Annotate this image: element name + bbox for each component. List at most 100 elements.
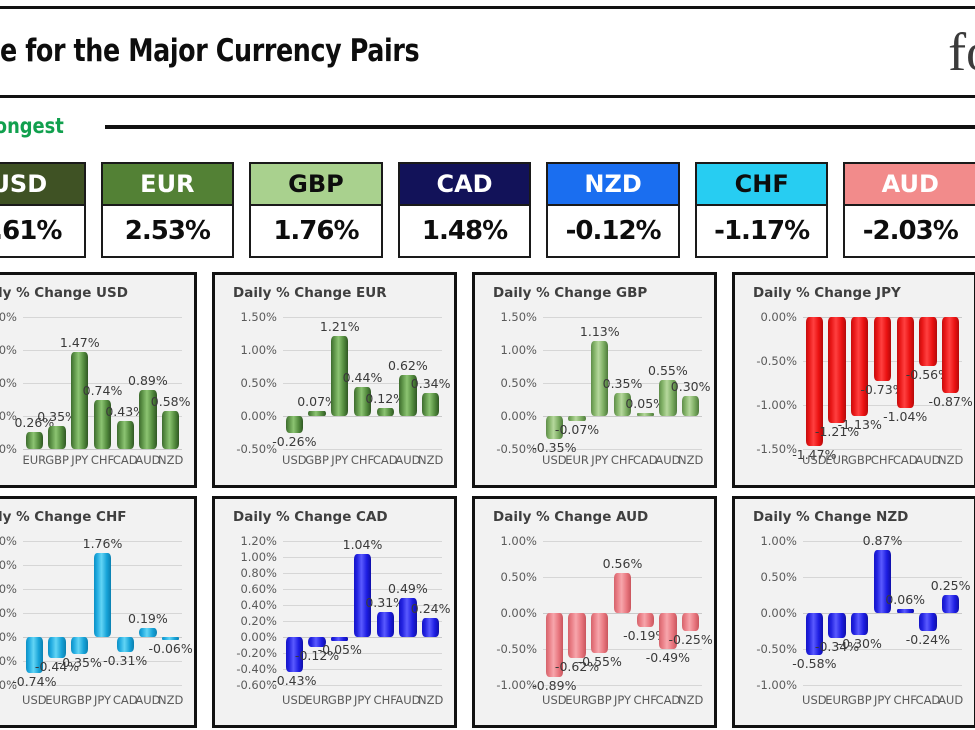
chart-bar[interactable] [377,408,394,416]
currency-card-nzd[interactable]: NZD-0.12% [546,162,680,268]
chart-bar-slot[interactable]: 0.87% [871,527,894,711]
chart-bar-slot[interactable]: -0.43% [283,527,306,711]
chart-bar-slot[interactable]: -0.24% [917,527,940,711]
chart-bar-slot[interactable]: 0.05% [634,303,657,471]
chart-bar-slot[interactable]: -0.05% [328,527,351,711]
chart-bar-slot[interactable]: 0.31% [374,527,397,711]
chart-title: Daily % Change CAD [233,509,446,525]
chart-bar[interactable] [26,432,43,449]
chart-bar-slot[interactable]: -0.56% [917,303,940,471]
chart-bar-slot[interactable]: 1.04% [351,527,374,711]
chart-title: Daily % Change JPY [753,285,966,301]
chart-bar-slot[interactable]: 0.25% [939,527,962,711]
chart-bar-slot[interactable]: -0.58% [803,527,826,711]
chart-panel-eur: Daily % Change EUR-0.50%0.00%0.50%1.00%1… [212,272,457,488]
chart-bar[interactable] [682,613,699,631]
chart-bar-slot[interactable]: 0.56% [611,527,634,711]
chart-x-tick: GBP [848,453,872,467]
currency-card-eur[interactable]: EUR2.53% [101,162,235,268]
chart-bar-slot[interactable]: 0.06% [894,527,917,711]
chart-bar-slot[interactable]: -1.47% [803,303,826,471]
chart-bar-slot[interactable]: 0.30% [679,303,702,471]
chart-bar[interactable] [162,411,179,449]
chart-bar-slot[interactable]: 1.21% [328,303,351,471]
chart-bar-slot[interactable]: 0.74% [91,303,114,471]
chart-bar-slot[interactable]: -0.87% [939,303,962,471]
chart-bar-slot[interactable]: -0.25% [679,527,702,711]
chart-bar[interactable] [828,317,845,423]
chart-bar[interactable] [162,637,179,640]
chart-bar[interactable] [614,573,631,613]
chart-bar[interactable] [851,317,868,416]
chart-bar[interactable] [874,317,891,381]
chart-bar[interactable] [48,426,65,449]
chart-bar[interactable] [422,618,439,637]
chart-bar[interactable] [897,317,914,408]
chart-bar[interactable] [919,317,936,366]
chart-bar[interactable] [139,628,156,637]
chart-bar-slot[interactable]: -0.73% [871,303,894,471]
currency-card-chf[interactable]: CHF-1.17% [695,162,829,268]
chart-bar[interactable] [637,413,654,416]
chart-bar-slot[interactable]: -0.06% [159,527,182,711]
chart-bar-slot[interactable]: 0.35% [46,303,69,471]
chart-bar-slot[interactable]: 0.34% [419,303,442,471]
chart-bar-slot[interactable]: -0.49% [657,527,680,711]
chart-bar-slot[interactable]: 0.24% [419,527,442,711]
chart-bar[interactable] [71,637,88,654]
chart-bar[interactable] [286,416,303,433]
chart-bar[interactable] [71,352,88,449]
chart-bar-slot[interactable]: -0.55% [588,527,611,711]
chart-bar-slot[interactable]: -0.12% [306,527,329,711]
chart-data-label: 0.58% [151,394,191,409]
chart-x-tick: CAD [893,453,918,467]
chart-bar-slot[interactable]: -1.04% [894,303,917,471]
chart-bar[interactable] [377,612,394,637]
chart-bar[interactable] [568,613,585,658]
chart-bar[interactable] [897,609,914,613]
chart-bar[interactable] [117,637,134,652]
chart-bar-slot[interactable]: -0.30% [848,527,871,711]
chart-bar-slot[interactable]: 0.26% [23,303,46,471]
chart-bar-slot[interactable]: -1.21% [826,303,849,471]
chart-plot-area: 0.00%0.50%1.00%1.50%2.00%0.26%0.35%1.47%… [0,303,186,471]
currency-card-usd[interactable]: USD4.61% [0,162,86,268]
chart-bar[interactable] [919,613,936,630]
chart-bar[interactable] [94,553,111,638]
currency-card-gbp[interactable]: GBP1.76% [249,162,383,268]
chart-bar[interactable] [331,637,348,641]
chart-bar-slot[interactable]: -0.44% [46,527,69,711]
chart-bar-slot[interactable]: 0.89% [137,303,160,471]
chart-bar-slot[interactable]: 0.19% [137,527,160,711]
chart-bar[interactable] [422,393,439,415]
chart-bar[interactable] [942,595,959,613]
chart-bar-slot[interactable]: 0.58% [159,303,182,471]
chart-bar-slot[interactable]: 0.44% [351,303,374,471]
chart-x-tick: CAD [113,453,138,467]
chart-bar-slot[interactable]: 0.12% [374,303,397,471]
chart-bar[interactable] [117,421,134,449]
chart-bar-slot[interactable]: 0.49% [397,527,420,711]
chart-bar-slot[interactable]: -0.26% [283,303,306,471]
chart-bar-slot[interactable]: -0.35% [68,527,91,711]
chart-bar[interactable] [851,613,868,635]
chart-bar[interactable] [591,613,608,653]
chart-bar[interactable] [682,396,699,416]
chart-bar[interactable] [308,411,325,416]
chart-bar-slot[interactable]: -0.34% [826,527,849,711]
currency-card-code: NZD [546,162,680,206]
chart-bar-slot[interactable]: -0.74% [23,527,46,711]
chart-bar-slot[interactable]: 1.76% [91,527,114,711]
chart-bar-slot[interactable]: -0.89% [543,527,566,711]
chart-bar[interactable] [568,416,585,421]
currency-card-aud[interactable]: AUD-2.03% [843,162,975,268]
currency-card-cad[interactable]: CAD1.48% [398,162,532,268]
chart-bar-slot[interactable]: -0.62% [566,527,589,711]
chart-bar[interactable] [637,613,654,627]
chart-bar-slot[interactable]: -0.19% [634,527,657,711]
chart-bar-slot[interactable]: 0.35% [611,303,634,471]
chart-bar[interactable] [942,317,959,393]
chart-title: Daily % Change AUD [493,509,706,525]
chart-bar-slot[interactable]: -0.35% [543,303,566,471]
chart-bar[interactable] [828,613,845,638]
